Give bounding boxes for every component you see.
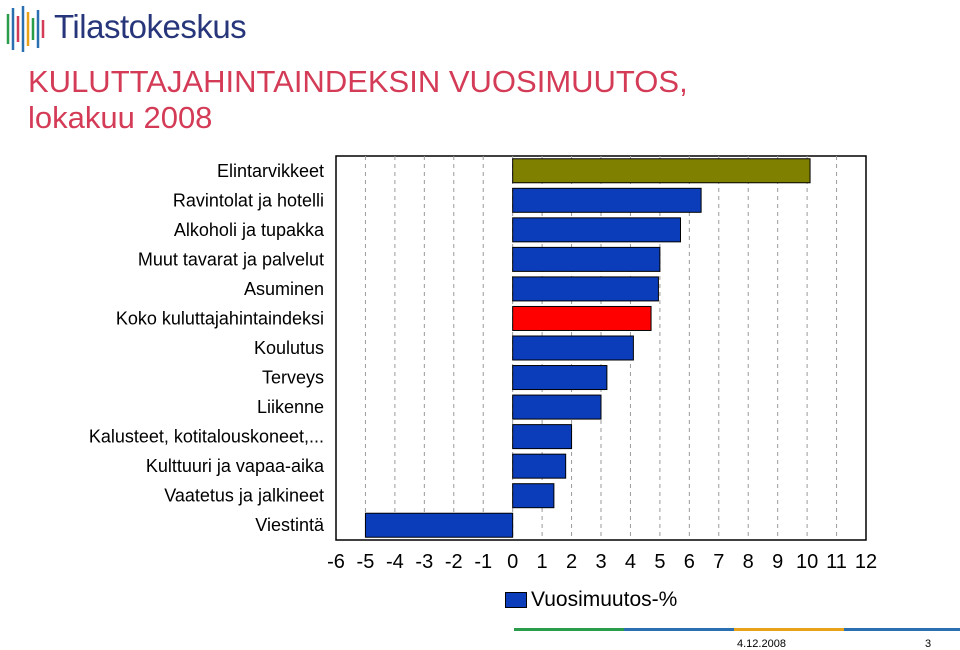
- bar: [512, 335, 634, 361]
- legend-label: Vuosimuutos-%: [531, 588, 678, 611]
- x-tick-label: 9: [772, 551, 783, 573]
- bar: [512, 305, 652, 331]
- x-tick-label: 5: [654, 551, 665, 573]
- category-label: Ravintolat ja hotelli: [173, 190, 324, 210]
- bar: [512, 453, 567, 479]
- category-label: Koko kuluttajahintaindeksi: [116, 308, 324, 328]
- category-label: Kulttuuri ja vapaa-aika: [146, 456, 325, 476]
- bar: [512, 394, 602, 420]
- category-label: Muut tavarat ja palvelut: [138, 249, 324, 269]
- bar: [512, 276, 659, 302]
- legend-swatch: [505, 592, 527, 608]
- title-line-1: KULUTTAJAHINTAINDEKSIN VUOSIMUUTOS,: [28, 64, 688, 99]
- x-tick-label: 12: [855, 551, 877, 573]
- category-label: Viestintä: [255, 515, 325, 535]
- page-number: 3: [925, 638, 932, 650]
- bar: [512, 246, 661, 272]
- x-tick-label: 10: [796, 551, 818, 573]
- x-tick-label: 0: [507, 551, 518, 573]
- logo-wordmark: Tilastokeskus: [54, 8, 247, 45]
- category-label: Elintarvikkeet: [217, 161, 324, 181]
- x-tick-label: -2: [445, 551, 463, 573]
- x-tick-label: 3: [595, 551, 606, 573]
- page-title: KULUTTAJAHINTAINDEKSIN VUOSIMUUTOS, loka…: [28, 64, 688, 136]
- x-tick-label: 8: [743, 551, 754, 573]
- x-tick-label: -1: [474, 551, 492, 573]
- category-label: Liikenne: [257, 397, 324, 417]
- footer-color-line: [514, 628, 960, 631]
- category-label: Koulutus: [254, 338, 324, 358]
- logo-icon: [6, 6, 45, 52]
- x-tick-label: -3: [415, 551, 433, 573]
- x-tick-label: 6: [684, 551, 695, 573]
- x-tick-label: 1: [537, 551, 548, 573]
- chart-legend: Vuosimuutos-%: [505, 588, 677, 612]
- x-tick-label: 7: [713, 551, 724, 573]
- bar: [364, 512, 514, 538]
- category-label: Alkoholi ja tupakka: [174, 220, 325, 240]
- x-tick-label: -5: [357, 551, 375, 573]
- tilastokeskus-logo: [4, 4, 254, 56]
- x-tick-label: 2: [566, 551, 577, 573]
- bar: [512, 187, 702, 213]
- bar: [512, 365, 608, 391]
- title-line-2: lokakuu 2008: [28, 100, 213, 135]
- footer-date: 4.12.2008: [737, 638, 786, 650]
- x-tick-label: 11: [826, 551, 847, 573]
- bar: [512, 424, 573, 450]
- category-label: Terveys: [262, 368, 324, 388]
- x-tick-label: 4: [625, 551, 636, 573]
- x-tick-label: -4: [386, 551, 404, 573]
- category-label: Asuminen: [244, 279, 324, 299]
- bar: [512, 158, 811, 184]
- x-tick-label: -6: [327, 551, 345, 573]
- category-label: Vaatetus ja jalkineet: [164, 486, 324, 506]
- category-label: Kalusteet, kotitalouskoneet,...: [89, 427, 324, 447]
- bar: [512, 483, 555, 509]
- bar: [512, 217, 682, 243]
